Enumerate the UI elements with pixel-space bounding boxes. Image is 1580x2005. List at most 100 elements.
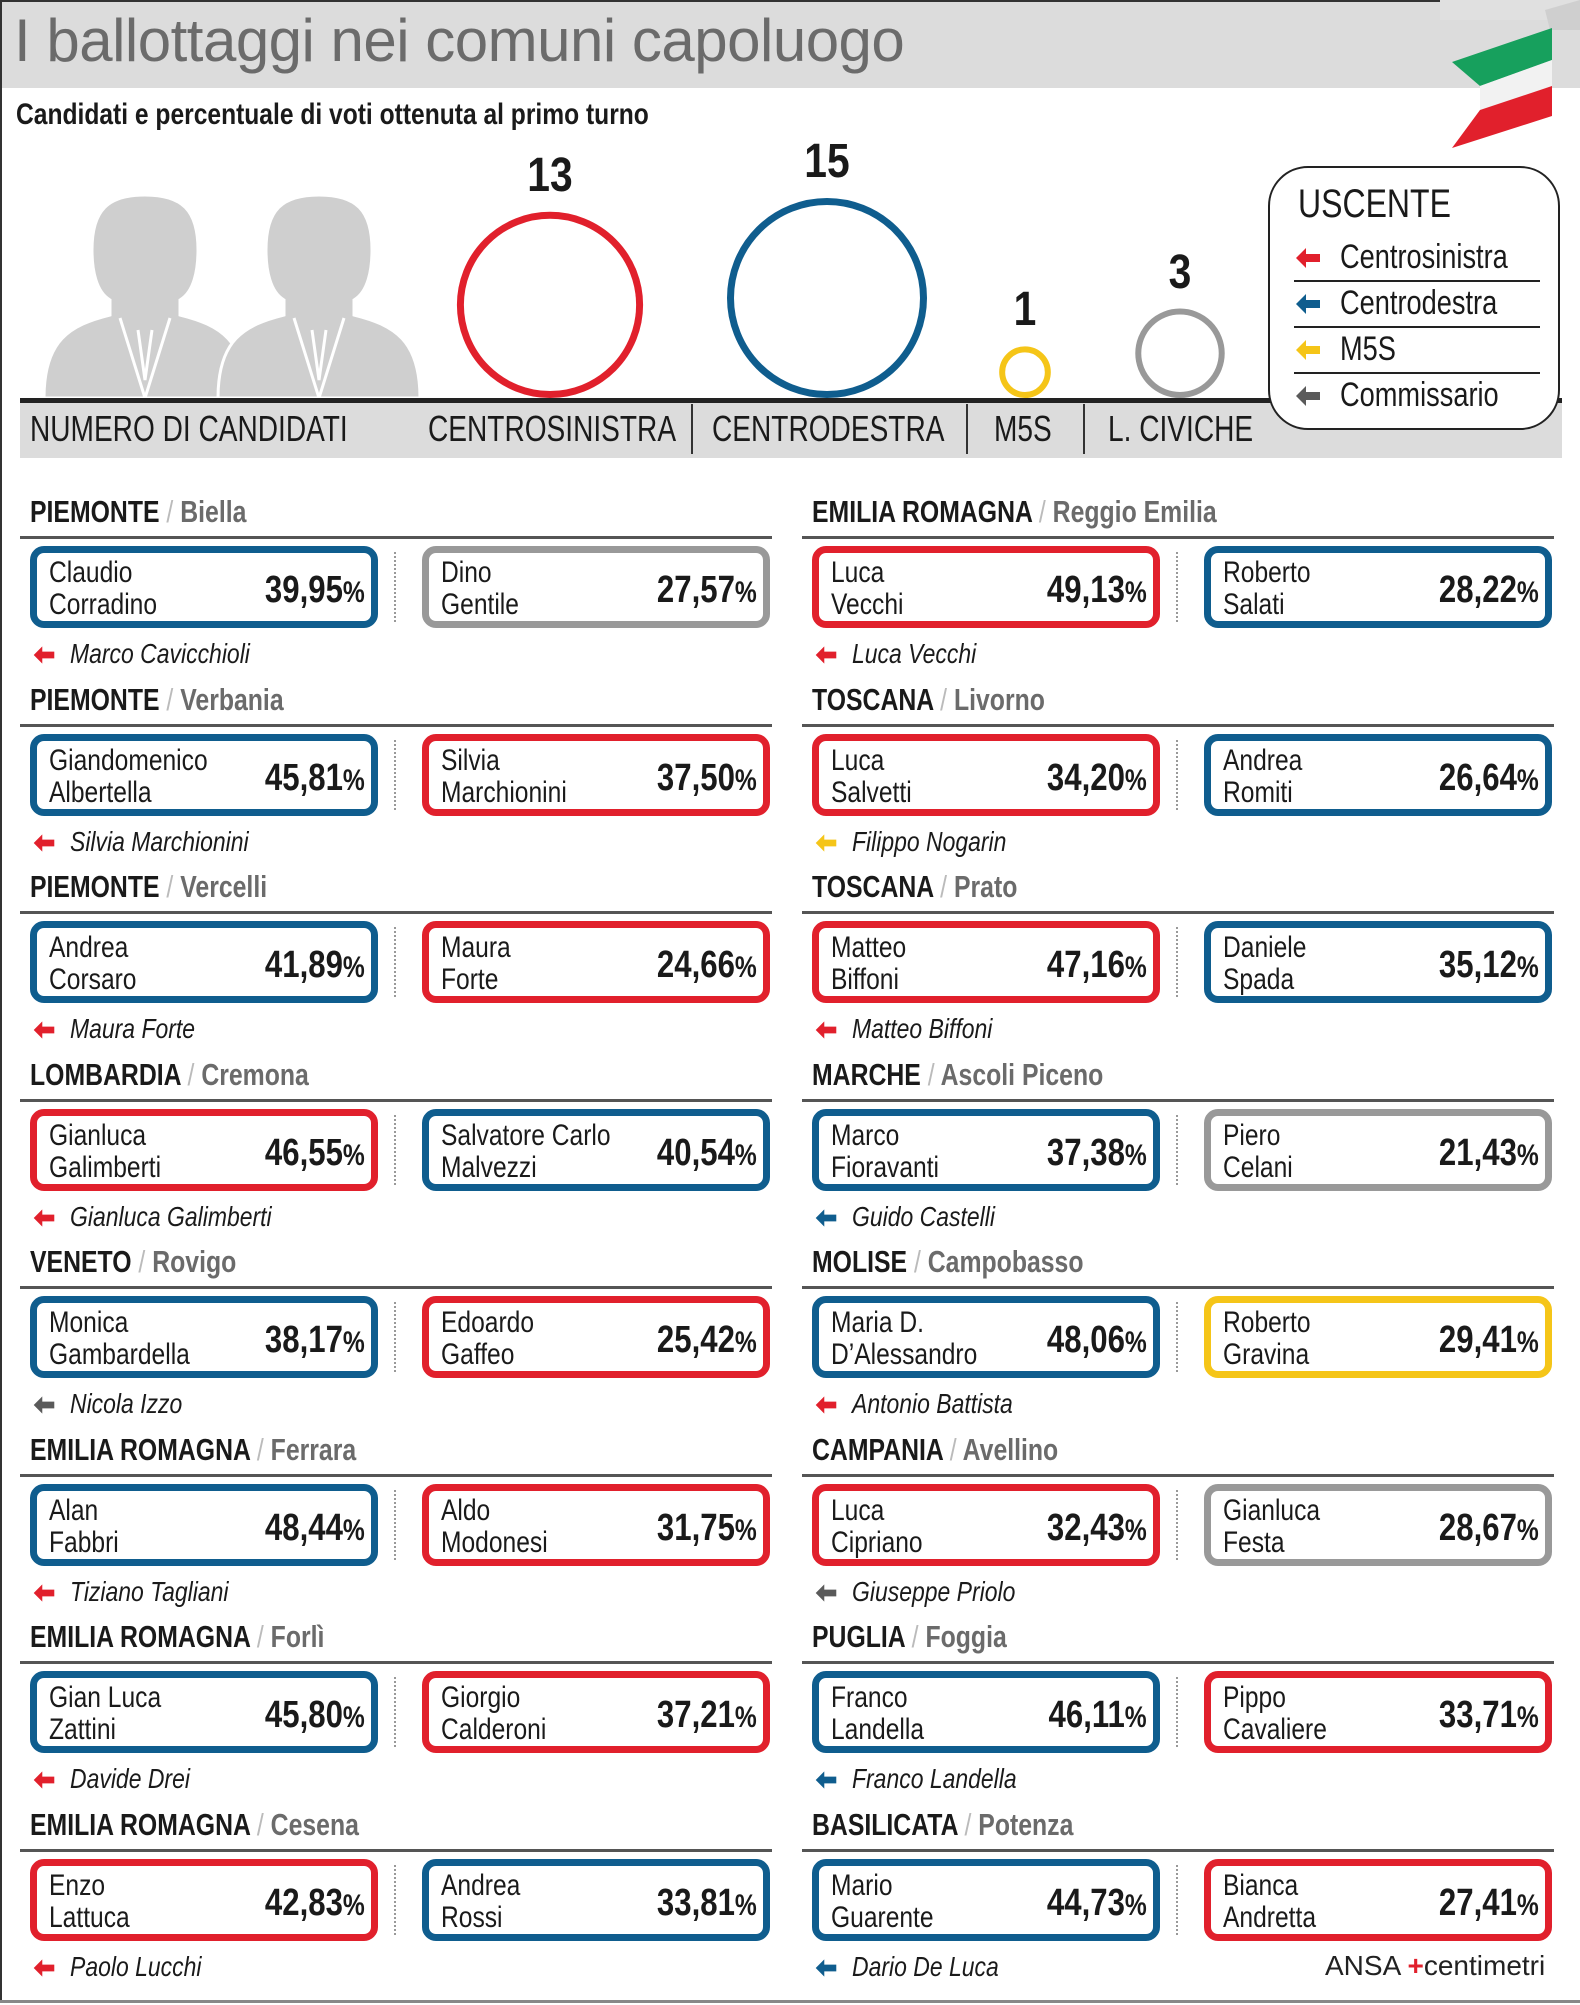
percentage-value: 26,64 <box>1439 756 1518 799</box>
city-name: Cesena <box>270 1806 359 1842</box>
candidate-last-name: Gravina <box>1223 1338 1310 1371</box>
city-name: Foggia <box>925 1619 1007 1654</box>
percent-sign: % <box>1517 1138 1539 1172</box>
arrow-left-icon <box>815 1021 837 1039</box>
candidate-last-name: Corsaro <box>49 963 137 996</box>
candidate-first-name: Mario <box>831 1868 893 1902</box>
header-slash: / <box>256 1619 264 1654</box>
arrow-left-icon <box>1296 294 1320 314</box>
percent-sign: % <box>1125 951 1147 984</box>
header-slash: / <box>940 869 948 904</box>
incumbent-name: Dario De Luca <box>852 1950 999 1982</box>
arrow-left-icon <box>33 1208 55 1227</box>
candidate-percentage: 37,50% <box>657 757 757 800</box>
percentage-value: 37,50 <box>657 756 736 799</box>
percentage-value: 33,81 <box>657 1881 736 1924</box>
candidate-first-name: Maria D. <box>831 1306 924 1339</box>
candidate-first-name: Andrea <box>1223 743 1303 777</box>
dotted-divider <box>394 739 396 810</box>
arrow-left-icon <box>815 646 837 664</box>
candidate-name: Luca Cipriano <box>831 1494 923 1559</box>
percent-sign: % <box>1517 1888 1539 1922</box>
percent-sign: % <box>343 1888 365 1922</box>
candidate-card: Daniele Spada 35,12% <box>1204 921 1552 1003</box>
header-rule <box>20 1473 772 1477</box>
candidate-percentage: 28,22% <box>1439 569 1539 612</box>
percentage-value: 33,71 <box>1439 1694 1518 1736</box>
candidate-card: Edoardo Gaffeo 25,42% <box>422 1296 770 1378</box>
candidate-card: Mario Guarente 44,73% <box>812 1858 1160 1941</box>
candidate-last-name: Vecchi <box>831 588 904 621</box>
candidate-first-name: Marco <box>831 1118 900 1152</box>
incumbent-name: Guido Castelli <box>852 1200 995 1232</box>
candidate-name: Alan Fabbri <box>49 1493 119 1559</box>
header-slash: / <box>166 681 174 717</box>
incumbent-name: Luca Vecchi <box>852 638 977 669</box>
block-header: BASILICATA / Potenza <box>812 1807 1073 1843</box>
candidate-card: Matteo Biffoni 47,16% <box>812 921 1160 1003</box>
incumbent-name: Maura Forte <box>70 1013 196 1044</box>
candidate-name: Giorgio Calderoni <box>441 1682 546 1746</box>
header-slash: / <box>949 1431 957 1467</box>
italian-flag-ribbon-icon <box>1440 0 1580 148</box>
block-header: MARCHE / Ascoli Piceno <box>812 1057 1103 1093</box>
region-name: MOLISE <box>812 1244 908 1279</box>
header-rule <box>802 723 1554 727</box>
candidate-percentage: 42,83% <box>265 1882 365 1925</box>
arrow-left-icon <box>1296 386 1320 406</box>
city-name: Rovigo <box>152 1244 237 1279</box>
block-header: PUGLIA / Foggia <box>812 1619 1007 1655</box>
incumbent-name: Gianluca Galimberti <box>70 1200 272 1232</box>
page-title: I ballottaggi nei comuni capoluogo <box>14 7 905 74</box>
dotted-divider <box>394 1114 396 1185</box>
dotted-divider <box>394 1489 396 1560</box>
header-slash: / <box>911 1619 919 1654</box>
city-name: Biella <box>180 494 247 529</box>
candidate-first-name: Giorgio <box>441 1681 521 1714</box>
bubble-m5s <box>999 346 1051 399</box>
candidate-card: Bianca Andretta 27,41% <box>1204 1858 1552 1941</box>
candidate-percentage: 24,66% <box>657 944 757 987</box>
candidate-first-name: Aldo <box>441 1493 491 1527</box>
header-slash: / <box>187 1056 195 1092</box>
candidate-percentage: 38,17% <box>265 1319 365 1362</box>
ballot-block: EMILIA ROMAGNA / Forlì Gian Luca Zattini … <box>20 1619 778 1799</box>
region-name: EMILIA ROMAGNA <box>812 494 1032 529</box>
candidate-last-name: Romiti <box>1223 775 1293 809</box>
candidate-percentage: 31,75% <box>657 1507 757 1550</box>
candidate-card: Monica Gambardella 38,17% <box>30 1296 378 1378</box>
header-rule <box>802 1098 1554 1102</box>
candidate-name: Matteo Biffoni <box>831 932 906 996</box>
credit-ansa: ANSA <box>1325 1950 1400 1981</box>
centimetri-plus-icon: + <box>1407 1950 1424 1981</box>
region-name: BASILICATA <box>812 1806 958 1842</box>
candidate-card: Luca Salvetti 34,20% <box>812 733 1160 816</box>
dotted-divider <box>394 927 396 997</box>
candidate-card: Piero Celani 21,43% <box>1204 1108 1552 1191</box>
ballot-block: TOSCANA / Prato Matteo Biffoni 47,16% Dan… <box>802 869 1560 1049</box>
candidate-name: Gianluca Galimberti <box>49 1119 161 1184</box>
candidate-last-name: Spada <box>1223 963 1295 996</box>
candidate-name: Giandomenico Albertella <box>49 744 208 809</box>
incumbent-name: Nicola Izzo <box>70 1388 183 1419</box>
candidate-last-name: Fioravanti <box>831 1150 940 1184</box>
candidate-first-name: Andrea <box>49 931 129 964</box>
candidate-name: Daniele Spada <box>1223 932 1306 996</box>
candidate-last-name: Fabbri <box>49 1525 119 1559</box>
percent-sign: % <box>1125 576 1147 609</box>
percentage-value: 49,13 <box>1047 569 1126 611</box>
block-header: VENETO / Rovigo <box>30 1244 236 1280</box>
candidate-card: Andrea Corsaro 41,89% <box>30 921 378 1003</box>
candidate-last-name: Modonesi <box>441 1525 548 1559</box>
candidate-card: Marco Fioravanti 37,38% <box>812 1108 1160 1191</box>
candidate-name: Maura Forte <box>441 932 511 996</box>
percent-sign: % <box>735 763 757 797</box>
block-header: EMILIA ROMAGNA / Ferrara <box>30 1432 356 1468</box>
ballot-block: PIEMONTE / Vercelli Andrea Corsaro 41,89%… <box>20 869 778 1049</box>
candidate-percentage: 33,71% <box>1439 1694 1539 1737</box>
percent-sign: % <box>735 1701 757 1734</box>
percent-sign: % <box>1517 576 1539 609</box>
candidate-name: Andrea Rossi <box>441 1869 520 1934</box>
candidate-percentage: 34,20% <box>1047 757 1147 800</box>
candidate-first-name: Alan <box>49 1493 99 1527</box>
